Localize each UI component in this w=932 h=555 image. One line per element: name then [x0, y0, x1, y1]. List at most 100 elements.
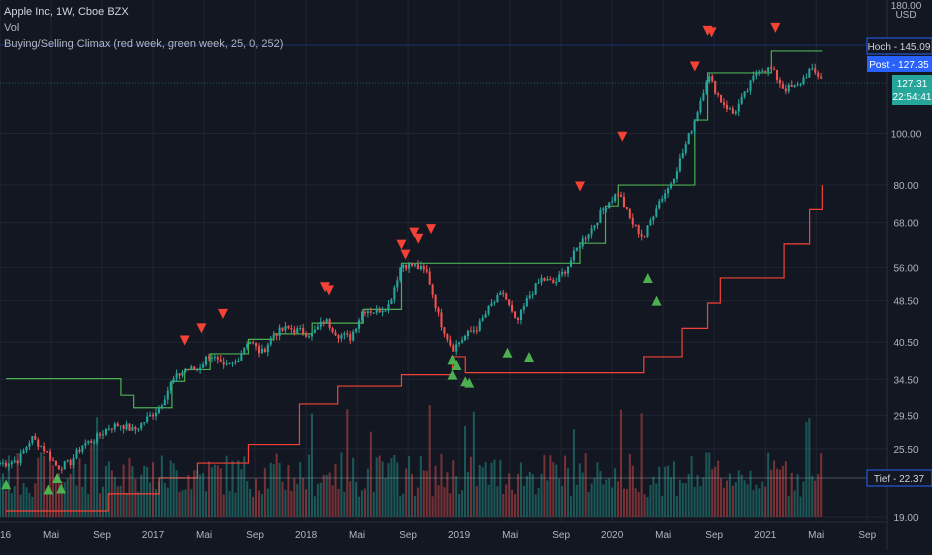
candle-body	[199, 367, 202, 370]
x-tick-label: Mai	[808, 530, 824, 541]
buying-climax-marker	[451, 359, 462, 370]
candle-body	[708, 76, 711, 83]
candle-body	[358, 320, 361, 329]
price-axis[interactable]: 180.00 100.00 80.00 68.00 56.00 48.50 40.50 34.…	[891, 1, 922, 524]
volume-bar	[770, 469, 773, 517]
volume-bar	[152, 462, 155, 517]
volume-bar	[655, 483, 658, 517]
volume-bar	[116, 486, 119, 517]
volume-bar	[125, 492, 128, 517]
time-axis[interactable]: 2016 Mai Sep 2017 Mai Sep 2018 Mai Sep 2019 Mai Sep…	[0, 530, 877, 541]
volume-bar	[502, 493, 505, 517]
candle-body	[337, 335, 340, 339]
candle-body	[305, 333, 308, 337]
candle-body	[178, 373, 181, 376]
candle-body	[596, 222, 599, 226]
candle-body	[375, 308, 378, 313]
last-price-tag: 127.31 22:54:41	[892, 75, 932, 105]
volume-bar	[202, 473, 205, 517]
candle-body	[408, 262, 411, 269]
volume-bar	[773, 460, 776, 517]
candle-body	[13, 460, 16, 462]
volume-bar	[381, 461, 384, 517]
candle-body	[122, 425, 125, 430]
candle-body	[384, 310, 387, 312]
candle-body	[775, 69, 779, 80]
candle-body	[204, 356, 208, 365]
candle-body	[496, 295, 499, 303]
volume-bar	[25, 487, 28, 517]
candle-body	[263, 349, 266, 353]
candle-body	[340, 335, 343, 339]
candle-body	[87, 440, 90, 444]
volume-bar	[175, 470, 178, 517]
candle-body	[287, 325, 290, 329]
candle-body	[7, 464, 10, 467]
candle-body	[540, 277, 543, 283]
candle-body	[525, 298, 528, 307]
volume-bar	[296, 483, 299, 517]
candle-body	[266, 344, 269, 353]
volume-bar	[231, 460, 234, 517]
volume-bar	[778, 469, 781, 517]
candle-body	[637, 224, 640, 235]
candle-body	[672, 178, 676, 184]
candle-body	[667, 188, 670, 194]
volume-bar	[599, 471, 602, 517]
chart-legend: Apple Inc, 1W, Cboe BZX Vol Buying/Selli…	[4, 4, 283, 52]
volume-bar	[705, 452, 708, 517]
candle-body	[131, 427, 134, 431]
volume-bar	[767, 452, 770, 517]
candle-body	[446, 333, 449, 340]
candle-body	[537, 282, 540, 284]
candle-body	[805, 77, 808, 79]
candle-body	[487, 305, 490, 315]
volume-bar	[222, 494, 225, 517]
candle-body	[25, 447, 28, 451]
support-line	[6, 185, 823, 512]
volume-bar	[428, 405, 431, 517]
volume-bar	[131, 466, 134, 517]
volume-bar	[549, 455, 552, 517]
candle-body	[608, 202, 611, 209]
volume-bar	[372, 491, 375, 517]
candle-body	[643, 236, 646, 238]
volume-bar	[316, 483, 319, 517]
volume-bar	[587, 492, 590, 517]
candle-body	[664, 193, 667, 199]
candle-body	[422, 265, 425, 270]
volume-bar	[475, 486, 478, 517]
volume-bar	[734, 482, 737, 517]
candle-body	[381, 310, 384, 313]
candle-body	[452, 345, 455, 352]
candle-body	[137, 428, 140, 430]
selling-climax-marker	[425, 224, 436, 235]
x-tick-label: Mai	[502, 530, 518, 541]
candle-body	[569, 260, 572, 267]
volume-bar	[287, 465, 290, 517]
volume-bar	[278, 463, 281, 517]
legend-volume[interactable]: Vol	[4, 22, 20, 34]
legend-symbol[interactable]: Apple Inc, 1W, Cboe BZX	[4, 6, 129, 18]
legend-indicator[interactable]: Buying/Selling Climax (red week, green w…	[4, 38, 284, 50]
candle-body	[363, 312, 366, 314]
candle-body	[549, 278, 552, 280]
candle-body	[240, 353, 243, 361]
volume-bar	[670, 477, 673, 517]
candle-body	[531, 294, 534, 296]
y-tick-label: 80.00	[893, 181, 918, 192]
candle-body	[152, 414, 155, 417]
volume-bar	[752, 490, 755, 517]
candle-body	[543, 277, 546, 281]
volume-bar	[369, 431, 372, 517]
volume-bar	[96, 417, 99, 517]
candle-body	[372, 312, 375, 314]
volume-bar	[128, 457, 131, 517]
x-tick-label: Sep	[858, 530, 876, 541]
volume-bar	[725, 480, 728, 517]
volume-bar	[602, 484, 605, 517]
candle-body	[687, 133, 690, 145]
volume-bar	[234, 492, 237, 517]
